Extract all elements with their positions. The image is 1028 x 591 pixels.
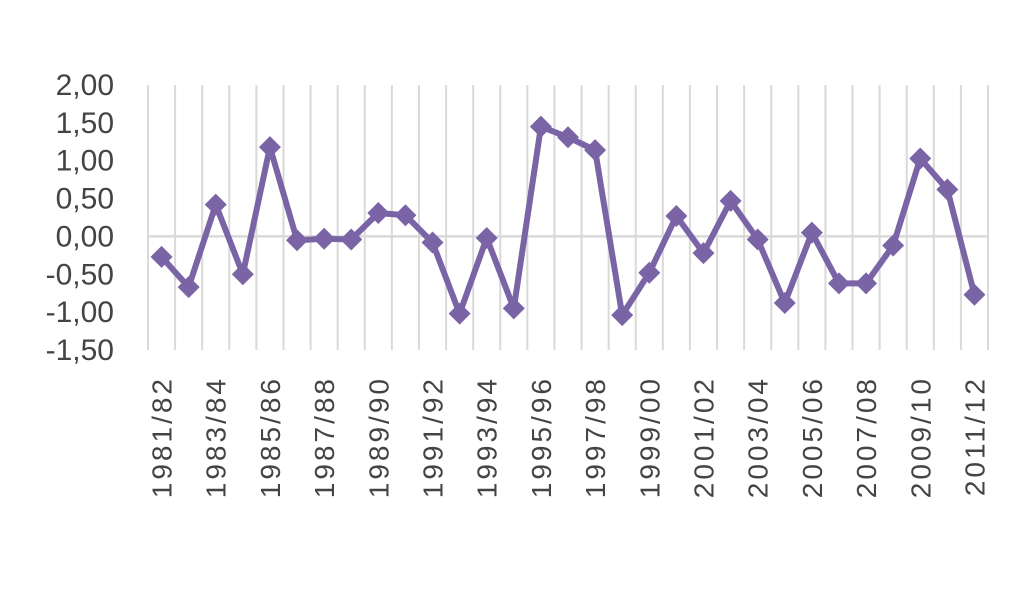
gridlines	[147, 85, 989, 350]
data-point-marker	[773, 292, 796, 315]
data-point-marker	[557, 126, 579, 149]
x-tick-label: 1989/90	[363, 376, 394, 498]
data-point-marker	[340, 228, 363, 251]
data-point-marker	[719, 189, 742, 212]
data-point-marker	[692, 242, 715, 265]
data-point-marker	[529, 115, 552, 138]
y-tick-label: -1,00	[46, 296, 114, 329]
x-tick-label: 1993/94	[472, 376, 503, 498]
data-point-marker	[475, 226, 498, 249]
y-tick-label: 1,50	[56, 107, 114, 140]
data-point-marker	[746, 228, 769, 251]
plot-area	[150, 115, 986, 327]
x-tick-label: 1997/98	[580, 376, 611, 498]
data-point-marker	[150, 245, 173, 268]
data-point-marker	[638, 261, 661, 284]
x-axis: 1981/82 1983/84 1985/86 1987/88 1989/90 1991/…	[147, 376, 991, 498]
y-tick-label: 1,00	[56, 145, 114, 178]
x-tick-label: 1995/96	[526, 376, 557, 498]
y-tick-label: 2,00	[56, 69, 114, 102]
data-point-marker	[584, 139, 607, 162]
data-point-marker	[665, 204, 688, 227]
y-tick-label: 0,00	[56, 220, 114, 253]
x-tick-label: 2011/12	[959, 376, 990, 496]
x-tick-label: 1991/92	[418, 376, 449, 498]
data-point-marker	[448, 302, 471, 325]
x-tick-label: 1983/84	[201, 376, 232, 498]
x-tick-label: 2003/04	[743, 376, 774, 498]
data-point-marker	[882, 234, 905, 257]
data-point-marker	[855, 272, 878, 295]
x-tick-label: 1987/88	[309, 376, 340, 498]
data-point-marker	[909, 147, 932, 170]
data-point-marker	[313, 227, 336, 250]
y-axis: 2,00 1,50 1,00 0,50 0,00 -0,50 -1,00 -1,50	[46, 69, 114, 367]
data-point-marker	[394, 204, 417, 227]
data-point-marker	[204, 193, 227, 216]
x-tick-label: 1985/86	[255, 376, 286, 498]
x-tick-label: 1999/00	[634, 376, 665, 498]
y-tick-label: -1,50	[46, 334, 114, 367]
data-point-marker	[231, 263, 254, 286]
data-point-marker	[827, 272, 850, 295]
y-tick-label: 0,50	[56, 183, 114, 216]
data-point-marker	[258, 136, 281, 159]
data-point-marker	[177, 276, 200, 299]
data-point-marker	[502, 297, 525, 320]
data-point-marker	[286, 229, 309, 252]
x-tick-label: 2009/10	[905, 376, 936, 498]
data-point-marker	[367, 201, 390, 224]
x-tick-label: 1981/82	[147, 376, 178, 498]
data-point-marker	[800, 221, 823, 244]
data-point-marker	[936, 178, 959, 201]
x-tick-label: 2001/02	[688, 376, 719, 498]
data-point-marker	[963, 283, 986, 306]
x-tick-label: 2007/08	[851, 376, 882, 498]
x-tick-label: 2005/06	[797, 376, 828, 498]
data-point-marker	[611, 304, 634, 327]
y-tick-label: -0,50	[46, 258, 114, 291]
data-point-marker	[421, 231, 444, 254]
